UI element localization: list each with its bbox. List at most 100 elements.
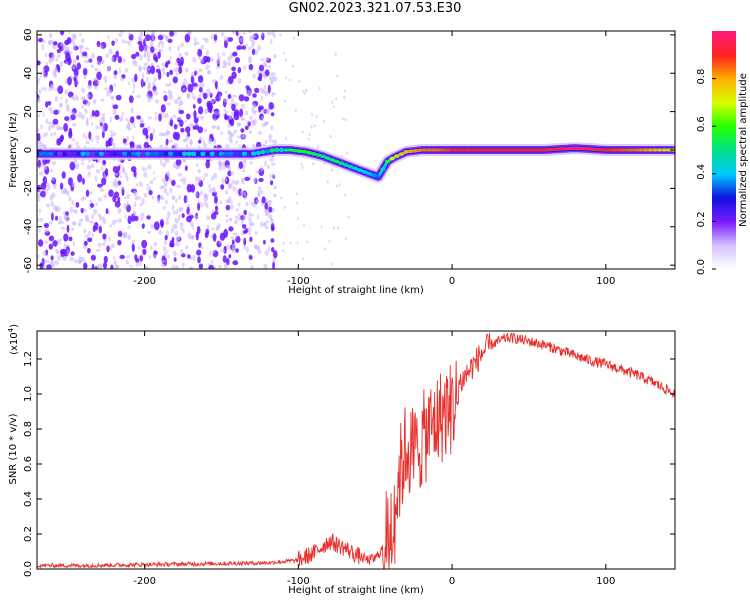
colorbar-segment: [712, 132, 736, 135]
snr-y-tick-label: 0.0: [23, 561, 34, 577]
colorbar-segment: [712, 130, 736, 133]
colorbar-segment: [712, 38, 736, 42]
spectrogram-ylabel: Frequency (Hz): [8, 112, 19, 188]
colorbar-segment: [712, 159, 736, 163]
colorbar-segment: [712, 199, 736, 203]
colorbar-segment: [712, 259, 736, 262]
colorbar-segment: [712, 134, 736, 137]
colorbar-segment: [712, 32, 736, 36]
spectrogram-x-tick-label: 100: [596, 276, 615, 287]
snr-x-tick-label: 0: [449, 576, 455, 587]
colorbar-segment: [712, 211, 736, 215]
snr-xlabel: Height of straight line (km): [288, 585, 424, 596]
colorbar-label: Normalized spectral amplitude: [738, 73, 749, 227]
spectrogram-x-tick-label: -100: [287, 276, 310, 287]
colorbar-segment: [712, 161, 736, 165]
colorbar-segment: [712, 235, 736, 238]
spectrogram-content: [37, 31, 675, 269]
colorbar-segment: [712, 233, 736, 236]
snr-axes: -200 -100 0 100 0.0 0.2 0.4 0.6 0.8 1.0 1.2: [23, 331, 675, 587]
colorbar-segment: [712, 106, 736, 109]
colorbar-segment: [712, 76, 736, 80]
colorbar-segment: [712, 213, 736, 217]
colorbar-segment: [712, 112, 736, 115]
colorbar-segment: [712, 231, 736, 234]
colorbar-segment: [712, 219, 736, 222]
colorbar-segment: [712, 191, 736, 195]
colorbar-segment: [712, 150, 736, 153]
svg-text:(x104): (x104): [7, 324, 20, 355]
snr-frame: [36, 330, 676, 570]
colorbar-tick-label: 0.0: [696, 259, 707, 275]
colorbar-segment: [712, 100, 736, 103]
snr-scale-exponent: 4: [7, 327, 15, 332]
colorbar-segment: [712, 40, 736, 44]
colorbar-segment: [712, 60, 736, 64]
spectrogram-y-tick-label: -40: [23, 219, 34, 235]
colorbar-segment: [712, 261, 736, 264]
colorbar-segment: [712, 104, 736, 107]
spectrogram-y-tick-label: 60: [23, 28, 34, 41]
colorbar-segment: [712, 56, 736, 60]
colorbar-segment: [712, 128, 736, 131]
spectrogram-x-tick-label: 0: [449, 276, 455, 287]
spectrogram-y-tick-label: 20: [23, 105, 34, 118]
colorbar-segment: [712, 181, 736, 185]
colorbar-segment: [712, 173, 736, 177]
colorbar-segment: [712, 167, 736, 171]
colorbar-segment: [712, 193, 736, 197]
colorbar-segment: [712, 52, 736, 56]
colorbar-gradient: [712, 31, 736, 270]
snr-panel: -200 -100 0 100 0.0 0.2 0.4 0.6 0.8 1.0 1.2 Height…: [7, 324, 676, 596]
colorbar-segment: [712, 155, 736, 159]
colorbar-segment: [712, 227, 736, 230]
colorbar: 0.0 0.2 0.4 0.6 0.8 Normalized spectral ampl…: [696, 31, 749, 275]
colorbar-tick-label: 0.2: [696, 211, 707, 227]
colorbar-segment: [712, 251, 736, 254]
colorbar-segment: [712, 92, 736, 96]
colorbar-segment: [712, 165, 736, 169]
spectrogram-y-tick-label: -20: [23, 180, 34, 196]
colorbar-segment: [712, 142, 736, 145]
colorbar-segment: [712, 72, 736, 76]
snr-plot-area: [37, 331, 675, 569]
snr-ylabel: SNR (10 * v/v): [8, 413, 19, 484]
colorbar-segment: [712, 86, 736, 90]
colorbar-segment: [712, 215, 736, 219]
colorbar-segment: [712, 80, 736, 84]
colorbar-segment: [712, 179, 736, 183]
spectrogram-xlabel: Height of straight line (km): [288, 285, 424, 296]
colorbar-segment: [712, 68, 736, 72]
colorbar-segment: [712, 116, 736, 119]
colorbar-segment: [712, 136, 736, 139]
colorbar-segment: [712, 241, 736, 244]
colorbar-segment: [712, 187, 736, 191]
colorbar-tick-label: 0.8: [696, 69, 707, 85]
colorbar-segment: [712, 31, 736, 34]
colorbar-segment: [712, 253, 736, 256]
colorbar-segment: [712, 189, 736, 193]
spectrogram-y-tick-label: 0: [23, 147, 34, 153]
snr-y-tick-label: 0.2: [23, 526, 34, 542]
colorbar-segment: [712, 183, 736, 187]
colorbar-segment: [712, 255, 736, 258]
colorbar-segment: [712, 48, 736, 52]
snr-x-tick-label: 100: [596, 576, 615, 587]
colorbar-segment: [712, 46, 736, 50]
colorbar-segment: [712, 114, 736, 117]
colorbar-segment: [712, 44, 736, 48]
snr-x-tick-label: -100: [287, 576, 310, 587]
colorbar-segment: [712, 148, 736, 151]
colorbar-ticks: 0.0 0.2 0.4 0.6 0.8: [696, 69, 716, 275]
colorbar-segment: [712, 58, 736, 62]
snr-scale-suffix: ): [9, 324, 20, 328]
colorbar-segment: [712, 265, 736, 268]
colorbar-segment: [712, 124, 736, 127]
colorbar-segment: [712, 217, 736, 221]
colorbar-segment: [712, 144, 736, 147]
colorbar-segment: [712, 88, 736, 92]
colorbar-segment: [712, 102, 736, 105]
colorbar-segment: [712, 138, 736, 141]
